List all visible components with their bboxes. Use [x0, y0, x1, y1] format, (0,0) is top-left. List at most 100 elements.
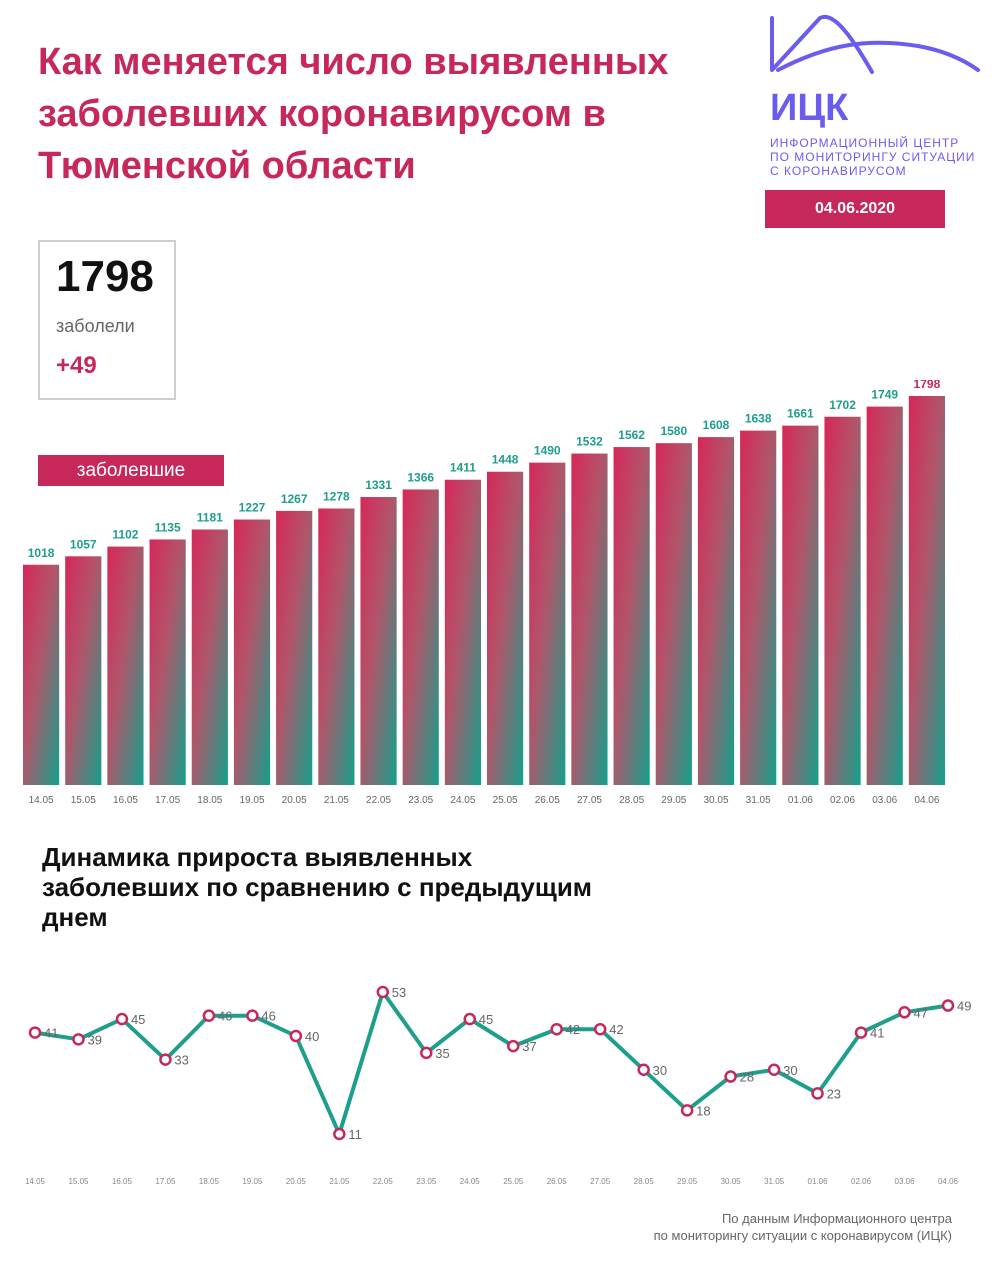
bar: [23, 564, 60, 785]
data-point: [376, 985, 390, 999]
point-value-label: 30: [783, 1063, 797, 1078]
total-label: заболели: [56, 316, 135, 336]
data-point: [246, 1009, 259, 1022]
data-point: [333, 1127, 346, 1141]
bar: [65, 556, 102, 785]
point-value-label: 46: [218, 1009, 232, 1024]
data-point: [898, 1006, 911, 1019]
point-value-label: 42: [566, 1022, 580, 1037]
x-tick-label: 23.05: [416, 1177, 437, 1186]
x-tick-label: 22.05: [373, 1177, 394, 1186]
data-point: [28, 1026, 42, 1039]
data-point: [637, 1063, 650, 1077]
x-tick-label: 24.05: [450, 795, 475, 806]
bar-value-label: 1267: [281, 492, 308, 506]
x-tick-label: 30.05: [703, 795, 728, 806]
data-point: [680, 1104, 694, 1117]
bar-value-label: 1562: [618, 428, 645, 442]
bar-value-label: 1227: [239, 501, 266, 515]
point-value-label: 40: [305, 1029, 319, 1044]
x-tick-label: 25.05: [503, 1177, 524, 1186]
point-value-label: 28: [740, 1070, 754, 1085]
bar-value-label: 1608: [703, 418, 730, 432]
x-tick-label: 20.05: [286, 1177, 307, 1186]
data-point: [724, 1070, 737, 1083]
point-value-label: 33: [174, 1053, 188, 1068]
growth-line-chart: 41 14.05 39 15.05 45 16.05 33 17.05 46 18.05 46 19.…: [25, 985, 971, 1186]
data-point: [941, 999, 955, 1012]
bar-value-label: 1532: [576, 435, 603, 449]
point-value-label: 41: [870, 1026, 884, 1041]
x-tick-label: 17.05: [155, 795, 180, 806]
x-tick-label: 28.05: [634, 1177, 655, 1186]
x-tick-label: 24.05: [460, 1177, 481, 1186]
bar: [191, 529, 228, 785]
bar-value-label: 1278: [323, 490, 350, 504]
data-point: [115, 1012, 129, 1026]
x-tick-label: 27.05: [590, 1177, 611, 1186]
bar-value-label: 1331: [365, 478, 392, 492]
x-tick-label: 29.05: [677, 1177, 698, 1186]
source-line: по мониторингу ситуации с коронавирусом …: [653, 1228, 952, 1243]
bar: [444, 479, 481, 785]
bar: [233, 519, 271, 785]
bar: [276, 510, 313, 785]
x-tick-label: 02.06: [830, 795, 855, 806]
bar: [529, 462, 566, 785]
point-value-label: 30: [653, 1063, 667, 1078]
summary-card: 1798 заболели +49: [38, 240, 176, 400]
x-tick-label: 21.05: [329, 1177, 350, 1186]
x-tick-label: 21.05: [324, 795, 349, 806]
bar-value-label: 1749: [871, 388, 898, 402]
source-note: По данным Информационного центра по мони…: [654, 1210, 952, 1244]
x-tick-label: 18.05: [197, 795, 222, 806]
data-point: [506, 1039, 520, 1053]
bar: [824, 416, 861, 785]
page-title: Как меняется число выявленных заболевших…: [38, 41, 669, 187]
point-value-label: 47: [914, 1005, 928, 1020]
bar-value-label: 1702: [829, 398, 856, 412]
x-tick-label: 30.05: [721, 1177, 742, 1186]
point-value-label: 37: [522, 1039, 536, 1054]
point-value-label: 49: [957, 999, 971, 1014]
x-tick-label: 16.05: [112, 1177, 133, 1186]
x-tick-label: 29.05: [661, 795, 686, 806]
x-tick-label: 14.05: [25, 1177, 46, 1186]
point-value-label: 46: [261, 1009, 275, 1024]
x-tick-label: 31.05: [764, 1177, 785, 1186]
data-point: [289, 1029, 303, 1043]
bar-value-label: 1135: [155, 520, 181, 534]
x-tick-label: 15.05: [68, 1177, 89, 1186]
bar: [402, 489, 439, 785]
x-tick-label: 17.05: [155, 1177, 176, 1186]
bar: [782, 425, 819, 785]
data-point: [767, 1063, 781, 1077]
logo-subtitle: ИНФОРМАЦИОННЫЙ ЦЕНТР ПО МОНИТОРИНГУ СИТУ…: [770, 136, 975, 178]
x-tick-label: 18.05: [199, 1177, 220, 1186]
data-point: [854, 1026, 868, 1039]
x-tick-label: 19.05: [242, 1177, 263, 1186]
logo-subtitle-line: ИНФОРМАЦИОННЫЙ ЦЕНТР: [770, 136, 960, 150]
logo-subtitle-line: ПО МОНИТОРИНГУ СИТУАЦИИ: [770, 150, 976, 164]
bar: [655, 443, 692, 785]
point-value-label: 42: [609, 1022, 623, 1037]
x-tick-label: 26.05: [547, 1177, 568, 1186]
x-tick-label: 27.05: [577, 795, 602, 806]
bar-value-label: 1661: [787, 407, 814, 421]
bar-value-label: 1366: [407, 470, 434, 484]
bar: [107, 546, 144, 785]
point-value-label: 35: [435, 1046, 449, 1061]
x-tick-label: 04.06: [938, 1177, 959, 1186]
x-tick-label: 26.05: [535, 795, 560, 806]
x-tick-label: 16.05: [113, 795, 138, 806]
point-value-label: 45: [131, 1012, 145, 1027]
x-tick-label: 03.06: [872, 795, 897, 806]
bar: [866, 406, 903, 785]
point-value-label: 39: [87, 1032, 101, 1047]
cases-bar-chart: 1018 14.05 1057 15.05 1102 16.05 1135 17.05 1181…: [23, 380, 945, 806]
bar: [740, 430, 777, 785]
bar-value-label: 1057: [70, 537, 97, 551]
bar: [318, 508, 355, 785]
growth-chart-title: Динамика прироста выявленных заболевших …: [42, 842, 593, 932]
bar-value-label: 1411: [450, 461, 476, 475]
